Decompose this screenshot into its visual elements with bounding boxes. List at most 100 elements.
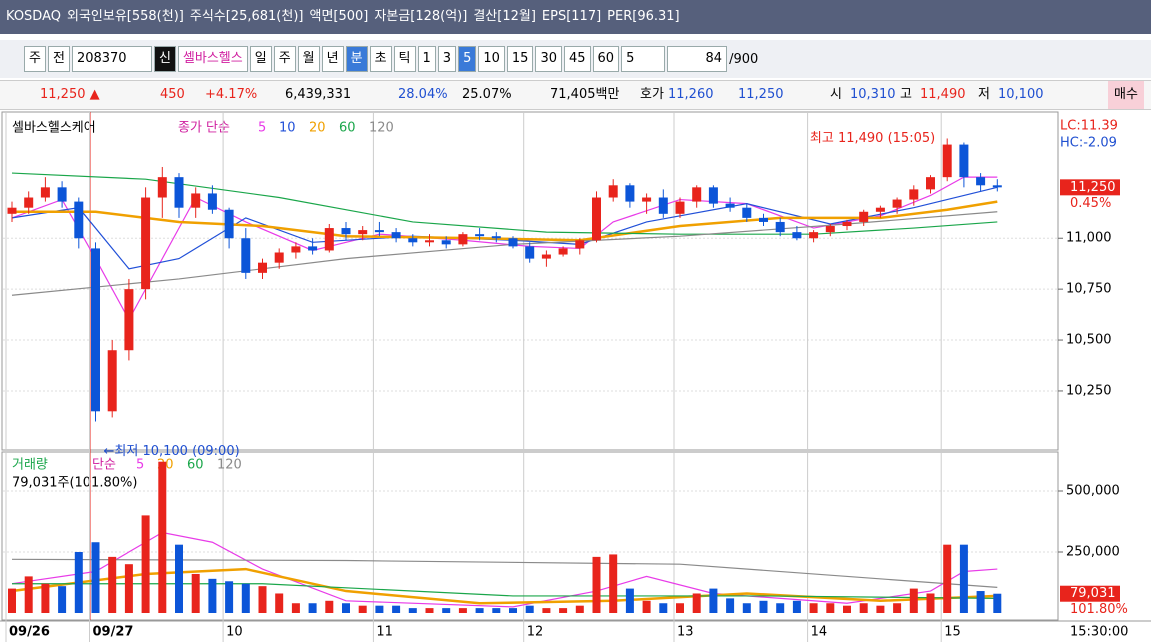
volume-bar — [642, 600, 651, 613]
y-tick-label: 11,000 — [1066, 231, 1112, 246]
volume-bar — [342, 603, 350, 613]
volume-bar — [726, 598, 735, 613]
candle-body — [391, 232, 401, 239]
candle-body — [224, 209, 234, 239]
volume-bar — [959, 544, 968, 613]
button[interactable]: 년 — [321, 46, 344, 72]
button[interactable]: 초 — [369, 46, 392, 72]
x-tick-label: 11 — [376, 625, 393, 640]
legend-entry: 20 — [309, 121, 326, 136]
shares: 주식수[25,681(천)] — [189, 9, 304, 24]
settle: 결산[12월] — [473, 9, 536, 24]
buy-button[interactable]: 매수 — [1108, 81, 1144, 109]
volume-bar — [124, 564, 133, 613]
volume-bar — [976, 591, 985, 613]
toolbar: 주 전 208370 신 셀바스헬스 일 주 월 년 분 초 틱 1 3 5 1… — [0, 40, 1151, 78]
volume-bar — [41, 583, 50, 613]
button[interactable]: 1 — [417, 46, 436, 72]
title-bar: KOSDAQ 외국인보유[558(천)] 주식수[25,681(천)] 액면[500]… — [0, 0, 1151, 34]
last-volume: 79,031 — [1070, 586, 1116, 601]
volume-bar — [191, 573, 200, 613]
ratio: 25.07% — [462, 87, 512, 102]
legend-entry: 5 — [136, 458, 144, 473]
candle-body — [458, 234, 468, 245]
volume-bar — [492, 608, 501, 613]
label: 고 — [900, 87, 912, 102]
candle-body — [892, 199, 902, 208]
button[interactable]: 주 — [24, 46, 46, 72]
button[interactable]: 전 — [47, 46, 70, 72]
bid: 11,250 — [738, 87, 784, 102]
button[interactable]: 3 — [437, 46, 457, 72]
quote-bar: 11,250 ▲ 450 +4.17% 6,439,331 28.04% 25.… — [0, 80, 1151, 110]
x-tick-label: 09/26 — [9, 625, 50, 640]
candle-body — [792, 232, 802, 239]
volume-bar — [442, 608, 451, 613]
par: 액면[500] — [309, 9, 369, 24]
volume-bar — [91, 542, 100, 613]
volume-bar — [525, 605, 534, 613]
candle-body — [91, 248, 100, 412]
button[interactable]: 신 — [153, 46, 176, 72]
x-tick-label: 10 — [226, 625, 243, 640]
candle-body — [742, 207, 752, 218]
candle-body — [842, 221, 852, 227]
volume-bar — [876, 605, 885, 613]
button[interactable]: 30 — [535, 46, 562, 72]
volume-bar — [425, 608, 434, 613]
candle-body — [976, 177, 986, 186]
y-tick-label: 250,000 — [1066, 544, 1120, 559]
button[interactable]: 5 — [458, 46, 477, 72]
candle-body — [324, 228, 334, 251]
candle-body — [475, 234, 485, 237]
candle-body — [809, 232, 819, 239]
count-input[interactable]: 84 — [667, 46, 728, 72]
volume-bar — [993, 593, 1002, 613]
volume: 6,439,331 — [285, 87, 352, 102]
volume-bar — [275, 593, 284, 613]
button[interactable]: 주 — [273, 46, 296, 72]
candle-body — [491, 236, 501, 239]
ma-line — [11, 172, 998, 235]
volume-bar — [759, 600, 768, 613]
volume-bar — [8, 588, 16, 613]
ma-line — [12, 200, 998, 242]
button[interactable]: 분 — [345, 46, 368, 72]
candle-body — [608, 185, 618, 198]
legend-name: 셀바스헬스케어 — [12, 121, 96, 136]
turnover: 28.04% — [398, 87, 448, 102]
volume-bar — [58, 586, 67, 613]
button[interactable]: 월 — [297, 46, 320, 72]
volume-bar — [175, 544, 183, 613]
period-select[interactable]: 5 — [621, 46, 666, 72]
button[interactable]: 15 — [506, 46, 534, 72]
button[interactable]: 10 — [478, 46, 505, 72]
volume-bar — [926, 593, 935, 613]
candle-body — [859, 211, 869, 222]
candle-body — [40, 187, 50, 198]
button[interactable]: 일 — [249, 46, 272, 72]
stock-name[interactable]: 셀바스헬스 — [177, 46, 248, 72]
candle-body — [207, 193, 217, 210]
button[interactable]: 45 — [563, 46, 591, 72]
candle-body — [241, 238, 251, 273]
last-volume-rate: 101.80% — [1070, 602, 1128, 617]
button[interactable]: 60 — [592, 46, 620, 72]
x-tick-label: 15 — [944, 625, 961, 640]
button[interactable]: 틱 — [393, 46, 416, 72]
legend-entry: 120 — [217, 458, 242, 473]
candle-body — [959, 144, 969, 178]
candle-body — [107, 350, 117, 412]
foreign: 외국인보유[558(천)] — [66, 9, 184, 24]
last-time: 15:30:00 — [1070, 625, 1128, 640]
volume-bar — [625, 588, 634, 613]
x-tick-label: 14 — [811, 625, 828, 640]
high: 11,490 — [920, 87, 966, 102]
legend-entry: 120 — [369, 121, 394, 136]
code-input[interactable]: 208370 — [71, 46, 152, 72]
candle-body — [942, 144, 952, 178]
volume-bar — [392, 605, 401, 613]
volume-frame — [1, 451, 1059, 621]
candle-body — [308, 246, 318, 251]
candle-body — [425, 240, 434, 243]
